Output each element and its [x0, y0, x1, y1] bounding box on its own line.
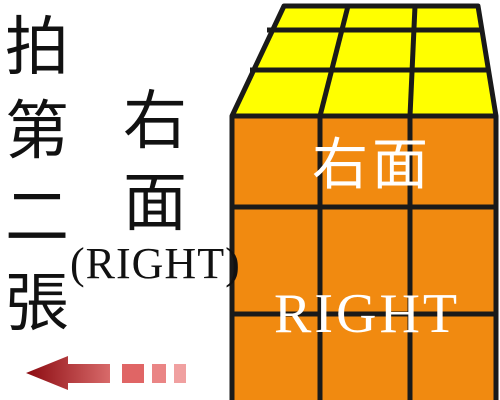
- left-column-char-4: 張: [5, 267, 69, 341]
- left-column-char-2: 第: [5, 95, 69, 169]
- arrow-dash-3: [174, 364, 186, 383]
- arrow-dash-1: [122, 364, 144, 383]
- center-label-char-2: 面: [123, 167, 187, 241]
- left-arrow-icon: [26, 356, 186, 390]
- left-column-char-3: 二: [5, 181, 69, 255]
- arrow-head: [26, 356, 110, 390]
- center-label-word: (RIGHT): [70, 239, 241, 288]
- cube-face-label-en: RIGHT: [274, 283, 461, 345]
- cube-front-face: [232, 116, 496, 400]
- arrow-dash-2: [152, 364, 166, 383]
- left-column-char-1: 拍: [5, 11, 69, 85]
- center-label-char-1: 右: [123, 85, 187, 159]
- cube-face-label-cjk: 右面: [312, 133, 432, 198]
- cube-top-face: [232, 6, 496, 116]
- cube-front-grid: [229, 113, 499, 400]
